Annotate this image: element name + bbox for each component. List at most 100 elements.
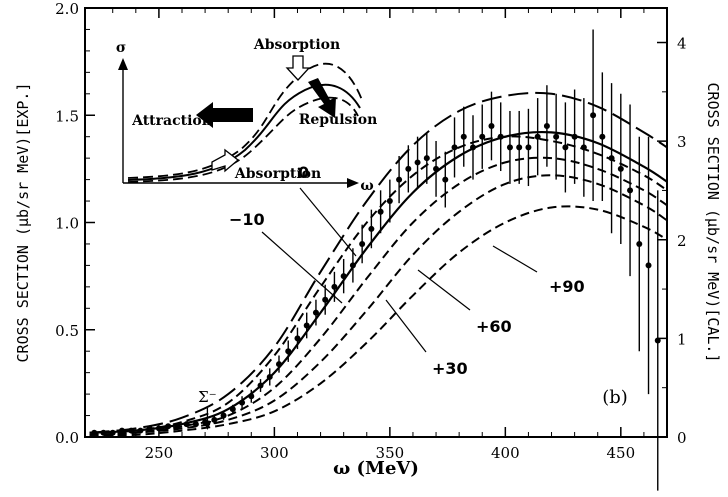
inset-diagram: σ ω Absorption Attraction Repulsion Absorptio… xyxy=(116,37,377,194)
data-point xyxy=(470,144,476,151)
curve-label: +30 xyxy=(432,359,468,378)
data-point xyxy=(294,335,301,342)
inset-sigma-label: σ xyxy=(116,40,126,56)
y-left-tick-label: 2.0 xyxy=(55,0,79,18)
inset-absorption-label-top: Absorption xyxy=(253,37,340,53)
y-left-tick-label: 1.5 xyxy=(55,107,79,125)
data-point xyxy=(460,133,467,140)
y-left-tick-label: 1.0 xyxy=(55,215,79,233)
inset-attraction-label: Attraction xyxy=(131,113,212,129)
inset-absorption-arrow-top xyxy=(285,55,311,81)
data-point xyxy=(516,144,523,151)
data-point xyxy=(331,283,338,290)
curve-label: +90 xyxy=(549,277,585,296)
data-point xyxy=(433,165,440,172)
data-point xyxy=(100,429,107,436)
y-left-tick-label: 0.5 xyxy=(55,322,79,340)
chart-labels: 0 −10 +90 +60 +30 Σ⁻ (b) ω (MeV) CROSS SECTION (… xyxy=(14,83,722,479)
curve-label: 0 xyxy=(298,163,309,182)
data-point xyxy=(405,165,412,172)
data-point xyxy=(276,361,282,368)
y-right-tick-label: 3 xyxy=(677,133,687,151)
inset-curve-solid xyxy=(127,83,361,181)
data-point xyxy=(322,296,329,303)
data-point xyxy=(285,348,292,355)
inset-curve-lower xyxy=(127,96,359,183)
data-point xyxy=(220,412,227,419)
data-point xyxy=(359,240,366,247)
data-point xyxy=(451,144,458,151)
inset-repulsion-arrow xyxy=(308,78,336,118)
data-point xyxy=(146,425,153,432)
data-point xyxy=(479,133,486,140)
y-right-tick-label: 0 xyxy=(677,429,687,447)
model-curves xyxy=(89,91,667,437)
data-point xyxy=(525,144,532,151)
inset-attraction-arrow xyxy=(196,102,253,128)
data-point xyxy=(137,427,144,434)
curve-label: +60 xyxy=(476,317,512,336)
plot-border xyxy=(84,7,668,438)
x-tick-label: 450 xyxy=(606,444,635,462)
curve-label-leader xyxy=(261,231,343,304)
data-point xyxy=(368,225,375,232)
x-tick-label: 300 xyxy=(260,444,289,462)
x-axis-title: ω (MeV) xyxy=(333,458,419,479)
data-point xyxy=(423,155,430,162)
inset-y-arrowhead xyxy=(118,58,128,70)
data-point xyxy=(599,133,606,140)
y-axis-title-right: CROSS SECTION (μb/sr MeV)[CAL.] xyxy=(704,83,722,363)
data-point xyxy=(266,373,273,380)
threshold-label: Σ⁻ xyxy=(198,388,217,406)
data-point xyxy=(488,122,495,129)
data-point xyxy=(183,421,190,428)
curve-label-leader xyxy=(385,299,427,353)
data-point xyxy=(248,393,255,400)
curve-label-leader xyxy=(299,187,357,257)
data-point xyxy=(340,273,347,280)
inset-omega-label: ω xyxy=(360,178,373,194)
inset-absorption-arrow-bottom xyxy=(211,148,240,173)
y-right-tick-label: 4 xyxy=(677,35,687,53)
data-point xyxy=(303,322,310,329)
data-point xyxy=(239,399,246,406)
inset-absorption-label-bottom: Absorption xyxy=(234,166,321,182)
data-point xyxy=(571,133,578,140)
x-tick-label: 350 xyxy=(376,444,405,462)
data-point xyxy=(590,112,597,119)
y-right-tick-label: 2 xyxy=(677,232,687,250)
data-point xyxy=(174,423,181,430)
data-point xyxy=(211,416,218,423)
x-tick-label: 250 xyxy=(145,444,174,462)
data-point xyxy=(109,429,116,436)
inset-x-arrowhead xyxy=(347,178,359,188)
data-point xyxy=(543,122,550,129)
x-tick-label: 400 xyxy=(491,444,520,462)
data-point xyxy=(627,187,634,194)
data-point xyxy=(617,165,624,172)
axis-ticks: 250 300 350 400 450 0.0 0.5 1.0 1.5 2.0 0 1 2 3 4 xyxy=(55,0,686,462)
data-point xyxy=(192,421,199,428)
curve-minus10 xyxy=(89,135,667,434)
curve-label-leader xyxy=(417,269,471,311)
y-left-tick-label: 0.0 xyxy=(55,429,79,447)
data-point xyxy=(553,133,560,140)
data-point xyxy=(645,262,652,269)
data-point xyxy=(349,262,356,269)
y-axis-title-left: CROSS SECTION (μb/sr MeV)[EXP.] xyxy=(14,83,32,363)
threshold-arrow-head xyxy=(203,421,212,430)
data-point xyxy=(165,423,172,430)
data-point xyxy=(580,144,587,151)
data-point xyxy=(562,144,569,151)
curve-plus60 xyxy=(89,174,667,436)
data-point xyxy=(91,429,98,436)
curve-plus90 xyxy=(89,205,667,437)
panel-label: (b) xyxy=(602,387,628,408)
inset-curve-upper xyxy=(127,62,363,179)
data-point xyxy=(442,176,449,183)
plot-frame xyxy=(84,7,668,438)
data-point xyxy=(396,176,403,183)
data-point xyxy=(312,309,319,316)
inset-repulsion-label: Repulsion xyxy=(299,112,378,128)
